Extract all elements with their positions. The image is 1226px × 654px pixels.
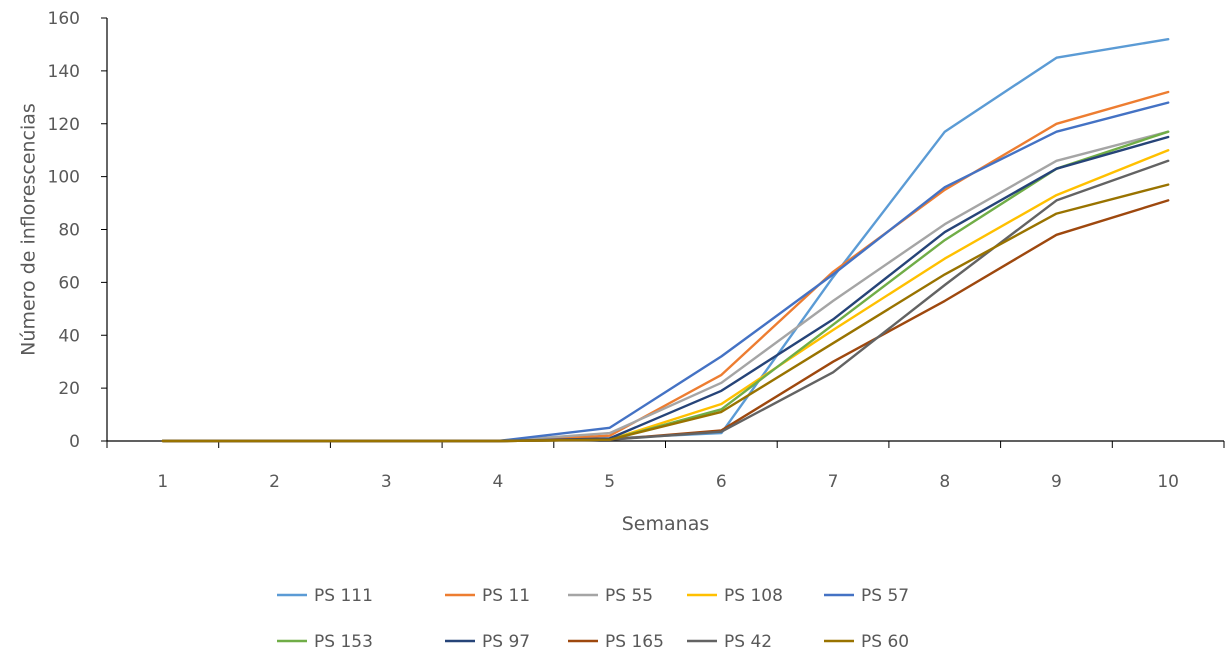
- x-axis-ticks: 1 2 3 4 5 6 7 8 9 10: [106, 441, 1225, 492]
- x-axis-title: Semanas: [622, 513, 710, 535]
- y-tick-label: 160: [48, 9, 80, 29]
- series-line-ps-111: [161, 38, 1170, 443]
- legend-label: PS 11: [482, 586, 530, 606]
- y-tick-label: 40: [58, 326, 80, 346]
- legend-item: PS 11: [445, 586, 530, 606]
- x-tick-label: 9: [1051, 472, 1062, 492]
- legend-label: PS 97: [482, 632, 530, 652]
- legend-item: PS 60: [824, 632, 909, 652]
- legend-label: PS 108: [724, 586, 783, 606]
- x-tick-label: 4: [493, 472, 504, 492]
- y-tick-label: 20: [58, 379, 80, 399]
- legend-item: PS 153: [277, 632, 373, 652]
- y-axis-ticks: 0 20 40 60 80 100 120 140 160: [48, 9, 107, 452]
- legend-label: PS 57: [861, 586, 909, 606]
- series-line-ps-57: [161, 101, 1170, 443]
- y-tick-label: 80: [58, 221, 80, 241]
- legend-item: PS 42: [687, 632, 772, 652]
- y-tick-label: 0: [69, 432, 80, 452]
- x-tick-label: 2: [269, 472, 280, 492]
- x-tick-label: 10: [1157, 472, 1179, 492]
- legend-item: PS 108: [687, 586, 783, 606]
- x-tick-label: 8: [939, 472, 950, 492]
- x-tick-label: 6: [716, 472, 727, 492]
- legend: PS 111 PS 11 PS 55 PS 108 PS 57 PS 153 PS 97 PS…: [277, 586, 909, 652]
- legend-item: PS 55: [568, 586, 653, 606]
- series-line-ps-42: [161, 159, 1170, 443]
- legend-item: PS 111: [277, 586, 373, 606]
- legend-label: PS 111: [314, 586, 373, 606]
- series-line-ps-153: [161, 130, 1170, 443]
- y-tick-label: 100: [48, 168, 80, 188]
- legend-label: PS 55: [605, 586, 653, 606]
- series-line-ps-55: [161, 130, 1170, 443]
- x-tick-label: 1: [157, 472, 168, 492]
- series-line-ps-60: [161, 183, 1170, 443]
- series-line-ps-11: [161, 90, 1170, 443]
- legend-item: PS 165: [568, 632, 664, 652]
- legend-label: PS 153: [314, 632, 373, 652]
- x-tick-label: 7: [828, 472, 839, 492]
- legend-label: PS 42: [724, 632, 772, 652]
- legend-item: PS 57: [824, 586, 909, 606]
- legend-label: PS 165: [605, 632, 664, 652]
- legend-item: PS 97: [445, 632, 530, 652]
- y-tick-label: 60: [58, 273, 80, 293]
- x-tick-label: 3: [381, 472, 392, 492]
- series-lines: [161, 38, 1170, 443]
- legend-label: PS 60: [861, 632, 909, 652]
- y-tick-label: 140: [48, 62, 80, 82]
- x-tick-label: 5: [604, 472, 615, 492]
- y-tick-label: 120: [48, 115, 80, 135]
- y-axis-title: Número de inflorescencias: [18, 103, 40, 356]
